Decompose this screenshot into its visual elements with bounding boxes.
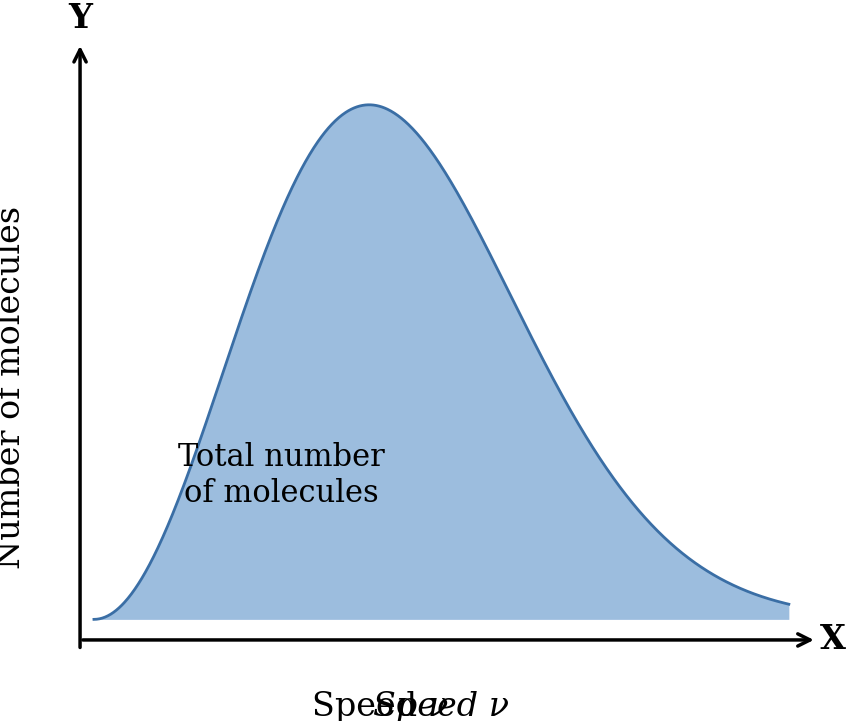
Text: X: X <box>820 624 846 656</box>
Text: Number of molecules: Number of molecules <box>0 206 26 570</box>
Text: Speed: Speed <box>312 691 427 721</box>
Text: Speed ν: Speed ν <box>373 691 510 721</box>
Text: Y: Y <box>68 2 92 35</box>
Text: Total number
of molecules: Total number of molecules <box>178 442 385 509</box>
Text: ν: ν <box>427 691 448 721</box>
